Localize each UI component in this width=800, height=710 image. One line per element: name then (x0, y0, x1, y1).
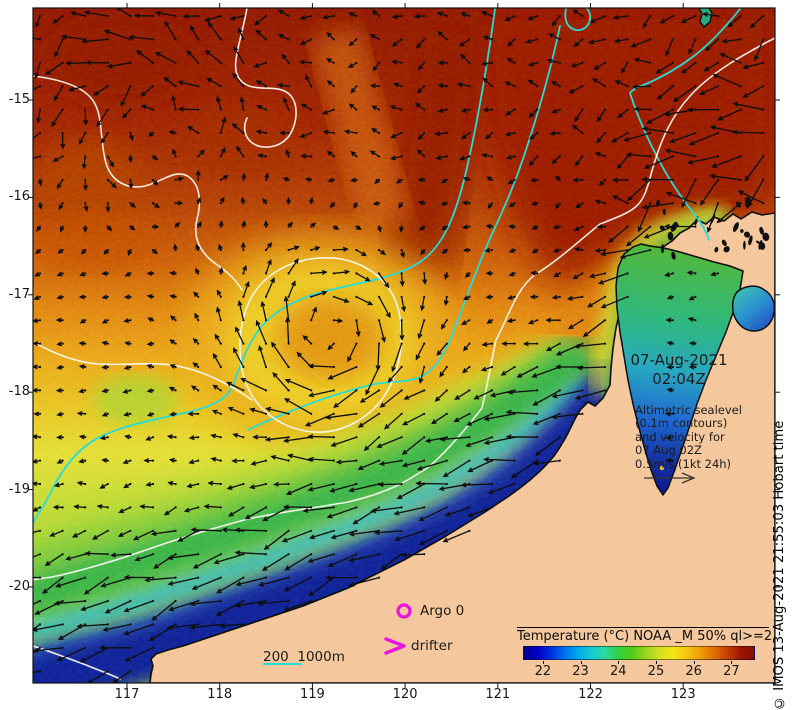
x-axis-tick-label: 122 (578, 687, 603, 702)
velocity-arrow-glyphs (33, 8, 764, 683)
y-axis-tick-label: -19 (8, 481, 30, 497)
island (744, 231, 751, 238)
island (743, 240, 746, 250)
figure-caption: Altimetric sealevel (0.1m contours) and … (635, 403, 742, 471)
x-axis-tick-label: 117 (114, 687, 140, 702)
x-axis-tick-label: 120 (392, 687, 418, 702)
y-axis-tick-label: -15 (8, 92, 30, 107)
timestamp-label: 07-Aug-2021 02:04Z (598, 351, 760, 389)
island (759, 226, 764, 235)
caption-line: Altimetric sealevel (635, 403, 742, 417)
x-axis-tick-label: 118 (207, 687, 233, 702)
colorbar-topline (517, 627, 769, 628)
island (748, 235, 753, 246)
island (659, 225, 665, 231)
caption-line: 0.5m/s (1kt 24h) (635, 456, 732, 471)
colorbar-tick-mark (542, 661, 544, 664)
island (662, 208, 666, 216)
colorbar: Temperature (°C) NOAA _M 50% ql>=2 22 23 2… (517, 627, 773, 679)
island (714, 246, 719, 253)
x-axis-tick-label: 121 (485, 687, 511, 702)
map-frame (32, 7, 776, 684)
copyright-vertical-text: © IMOS 13-Aug-2021 21:55:03 Hobart time (772, 420, 787, 710)
island (732, 222, 739, 233)
collier-bay-water (731, 285, 775, 332)
colorbar-tick-label: 24 (609, 664, 627, 679)
sound-warm-spot (659, 465, 665, 471)
land-mass (149, 211, 775, 683)
island (758, 239, 763, 250)
island (721, 239, 727, 247)
colorbar-tick-label: 26 (685, 664, 702, 679)
colorbar-tick-label: 22 (534, 664, 552, 679)
drifter-label: drifter (411, 638, 453, 654)
island (671, 251, 676, 260)
isobath-contours (33, 8, 741, 524)
colorbar-tick-mark (618, 661, 620, 664)
colorbar-tick-label: 23 (572, 664, 589, 679)
colorbar-tick-label: 25 (647, 664, 665, 679)
island (740, 229, 744, 233)
island (667, 231, 674, 241)
x-axis-tick-label: 119 (299, 687, 325, 702)
velocity-arrows (33, 8, 765, 683)
drifter-marker-icon (384, 637, 406, 655)
y-axis-tick-label: -20 (8, 579, 30, 594)
island (723, 246, 730, 253)
island (744, 201, 749, 209)
y-axis-tick-label: -16 (8, 189, 30, 205)
colorbar-tick-mark (655, 661, 657, 664)
sealevel-contours (33, 8, 775, 680)
colorbar-tick-mark (731, 661, 733, 664)
colorbar-title: Temperature (°C) NOAA _M 50% ql>=2 (517, 629, 773, 644)
colorbar-gradient: 22 23 24 25 26 27 (523, 646, 755, 679)
y-axis-tick-label: -18 (8, 384, 30, 400)
velocity-arrow-tails (38, 14, 765, 673)
y-axis-tick-label: -17 (8, 286, 30, 302)
argo-label: Argo 0 (420, 603, 465, 619)
island (661, 244, 665, 254)
colorbar-tick-mark (580, 661, 582, 664)
caption-line: (0.1m contours) (635, 416, 728, 431)
colorbar-tick-label: 27 (723, 664, 740, 679)
colorbar-tick-mark (693, 661, 695, 664)
argo-marker-icon (396, 603, 412, 619)
king-sound-water (615, 243, 744, 496)
caption-line: and velocity for (635, 429, 725, 444)
cape-nub (698, 8, 713, 29)
island (674, 222, 680, 227)
axis-ticks (28, 3, 780, 688)
x-axis-tick-label: 123 (670, 687, 696, 702)
island (762, 232, 770, 241)
date-line: 07-Aug-2021 (630, 351, 728, 369)
velocity-scale-arrow-icon (644, 472, 696, 484)
isobath-legend-label: 200 1000m (263, 649, 345, 665)
time-line: 02:04Z (652, 370, 706, 388)
caption-line: 07 Aug 02Z (635, 443, 702, 458)
